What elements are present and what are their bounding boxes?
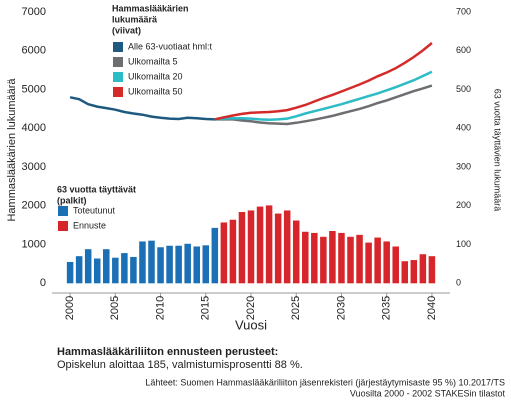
bar [75,256,83,284]
legend-swatch [58,206,68,216]
source: Lähteet: Suomen Hammaslääkäriliiton jäse… [145,377,505,387]
bar [130,256,137,284]
legend-swatch [113,42,123,52]
y-tick-label: 5000 [22,83,46,95]
x-tick-label: 2035 [381,296,393,320]
bar [419,254,427,284]
y-tick-label: 4000 [22,122,46,134]
footer-text: Opiskelun aloittaa 185, valmistumisprose… [57,359,303,371]
line [214,42,433,121]
bar [320,236,327,284]
bar [220,222,228,284]
y2-tick-label: 200 [456,200,471,210]
legend-swatch [113,72,123,82]
source: Vuosilta 2000 - 2002 STAKESin tilastot [350,388,506,398]
bar [292,220,300,284]
x-axis-label: Vuosi [235,317,267,332]
y2-tick-label: 500 [456,84,471,94]
y2-tick-label: 0 [456,278,461,288]
bar [392,246,399,284]
bar [211,227,219,284]
y2-tick-label: 700 [456,6,471,16]
x-tick-label: 2015 [200,296,212,320]
legend-swatch [113,57,123,67]
bar [256,206,264,284]
bar [247,210,255,284]
y-tick-label: 2000 [22,200,46,212]
bar [157,247,164,284]
x-tick-label: 2020 [245,296,257,320]
legend-label: Ulkomailta 20 [128,71,183,81]
footer-heading: Hammaslääkäriliiton ennusteen perusteet: [57,346,278,358]
x-tick-label: 2010 [154,296,166,320]
y-tick-label: 0 [40,277,46,289]
y2-tick-label: 300 [456,161,471,171]
y-tick-label: 7000 [22,6,46,18]
bar [274,213,282,284]
legend-label: Ulkomailta 5 [128,56,178,66]
x-tick-label: 2040 [426,296,438,320]
bar [338,232,345,284]
bar [121,253,128,284]
bar [311,232,318,284]
bar [383,241,390,284]
legend-label: Ulkomailta 50 [128,86,183,96]
x-tick-label: 2025 [290,296,302,320]
x-tick-label: 2000 [64,296,76,320]
bar [229,219,237,284]
bar [139,241,146,284]
bar [374,237,381,284]
legend-box [108,2,208,98]
x-tick-label: 2030 [335,296,347,320]
line [69,96,215,121]
bar [202,245,210,284]
y2-axis-label: 63 vuotta täyttävien lukumäärä [493,89,503,212]
bar [93,258,101,284]
bar [356,234,363,284]
bar [175,245,182,284]
legend-box [54,183,154,233]
bar [193,246,200,284]
y-tick-label: 3000 [22,161,46,173]
bar [329,230,336,284]
bar [428,256,436,284]
bar [66,261,74,284]
y-axis-label: Hammaslääkärien lukumäärä [6,78,18,222]
legend-title: lukumäärä [112,14,158,24]
bar [302,231,309,284]
bar [84,249,92,284]
bar [283,210,291,284]
line [214,70,433,121]
line [214,84,433,126]
y-tick-label: 6000 [22,45,46,57]
bar [112,257,119,284]
legend-title: 63 vuotta täyttävät [57,184,136,194]
y2-tick-label: 600 [456,45,471,55]
legend-title: Hammaslääkärien [112,3,189,13]
legend-swatch [58,221,68,231]
bar [410,260,418,284]
bar [184,243,191,284]
bar [347,236,354,284]
legend-title: (palkit) [57,195,87,205]
legend-title: (viivat) [112,25,141,35]
bar-legend: 63 vuotta täyttävät(palkit)Toteutunut Enn… [54,183,154,233]
bar [401,261,409,284]
bar [238,211,246,284]
x-tick-label: 2005 [109,296,121,320]
legend-swatch [113,87,123,97]
bar [265,205,273,284]
y2-tick-label: 100 [456,239,471,249]
y-tick-label: 1000 [22,238,46,250]
bar [103,249,110,284]
bar [148,240,155,284]
bar [166,245,173,284]
legend-label: Ennuste [73,220,106,230]
bar [365,242,372,284]
legend-label: Toteutunut [73,205,116,215]
y2-tick-label: 400 [456,123,471,133]
legend-label: Alle 63-vuotiaat hml:t [128,41,213,51]
